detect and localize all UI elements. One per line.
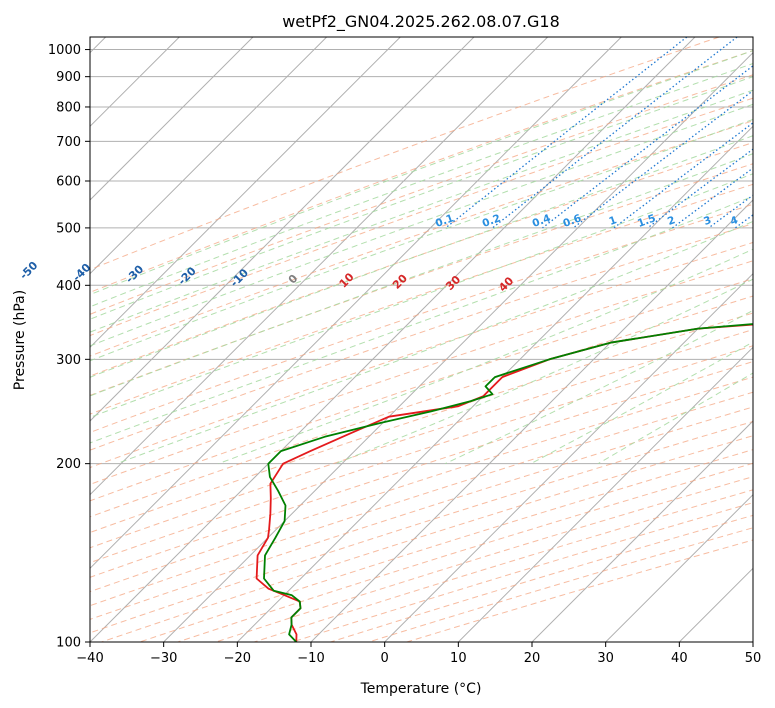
moist-adiabat-line xyxy=(90,63,753,308)
dry-adiabat-line xyxy=(90,74,753,315)
isotherm-line xyxy=(384,272,753,642)
y-axis-label: Pressure (hPa) xyxy=(12,290,28,390)
x-tick-label: −20 xyxy=(224,651,251,666)
isotherm-line xyxy=(90,37,549,496)
y-tick-label: 500 xyxy=(56,221,81,236)
x-tick-label: −30 xyxy=(150,651,177,666)
mixing-ratio-label: 0.2 xyxy=(481,212,503,230)
isotherm-line xyxy=(90,37,401,349)
dry-adiabat-line xyxy=(90,163,753,396)
y-tick-label: 400 xyxy=(56,279,81,294)
y-tick-label: 800 xyxy=(56,100,81,115)
y-tick-label: 300 xyxy=(56,353,81,368)
moist-adiabat-line xyxy=(90,173,753,418)
background-lines xyxy=(90,37,753,642)
isotherm-line xyxy=(236,125,753,642)
x-tick-label: 50 xyxy=(745,651,762,666)
x-axis-label: Temperature (°C) xyxy=(360,681,482,697)
chart-title: wetPf2_GN04.2025.262.08.07.G18 xyxy=(282,12,560,32)
plot-frame xyxy=(89,36,754,643)
y-tick-label: 100 xyxy=(56,636,81,651)
dry-adiabat-line xyxy=(90,391,753,607)
x-tick-label: 40 xyxy=(671,651,688,666)
mixing-ratio-label: 4 xyxy=(729,214,740,228)
y-tick-label: 600 xyxy=(56,174,81,189)
y-tick-label: 1000 xyxy=(48,43,81,58)
mixing-ratio-label: 1 xyxy=(607,214,618,228)
moist-adiabat-line xyxy=(444,309,753,465)
dry-adiabat-line xyxy=(90,278,753,502)
mixing-ratio-line xyxy=(542,65,753,229)
isotherm-line xyxy=(457,346,753,642)
x-tick-label: 20 xyxy=(524,651,541,666)
x-tick-label: 30 xyxy=(597,651,614,666)
y-tick-label: 200 xyxy=(56,457,81,472)
moist-adiabat-line xyxy=(218,248,753,465)
dry-adiabat-line xyxy=(90,329,753,549)
isotherm-line xyxy=(90,37,696,642)
x-axis: −40 −30 −20 −10 0 10 20 30 40 50 xyxy=(76,642,761,666)
x-tick-label: 0 xyxy=(381,651,389,666)
x-tick-label: 10 xyxy=(450,651,467,666)
mixing-ratio-label: 3 xyxy=(702,214,713,228)
moist-adiabat-line xyxy=(90,153,753,397)
mixing-ratio-label: 0.4 xyxy=(531,212,553,230)
y-tick-label: 900 xyxy=(56,70,81,85)
mixing-ratio-label: 1.5 xyxy=(636,212,658,230)
x-tick-label: −10 xyxy=(297,651,324,666)
isotherm-line xyxy=(90,37,622,570)
isotherm-line xyxy=(605,493,753,642)
mixing-ratio-line xyxy=(672,167,753,229)
dry-adiabat-line xyxy=(90,223,753,451)
moist-adiabat-line xyxy=(90,118,753,362)
isotherm-line xyxy=(531,420,753,642)
mixing-ratio-label: 0.6 xyxy=(561,212,583,230)
dry-adiabat-line xyxy=(90,120,753,357)
y-tick-label: 700 xyxy=(56,135,81,150)
moist-adiabat-line xyxy=(335,278,753,465)
dry-adiabat-line xyxy=(90,183,753,415)
mixing-ratio-line xyxy=(572,89,753,229)
mixing-ratio-line xyxy=(492,37,738,229)
mixing-ratio-lines xyxy=(445,37,753,229)
profile-lines xyxy=(255,323,753,642)
mixing-ratio-label: 2 xyxy=(666,214,677,228)
isotherm-line xyxy=(90,37,254,201)
dry-adiabat-line xyxy=(90,50,753,293)
dry-adiabat-line xyxy=(90,142,753,377)
moist-adiabat-line xyxy=(90,50,753,296)
isotherm-line xyxy=(90,37,328,275)
moist-adiabat-line xyxy=(90,89,753,333)
isotherm-line xyxy=(90,37,475,422)
dry-adiabat-line xyxy=(90,97,753,337)
mixing-ratio-label: 0.1 xyxy=(434,212,456,230)
y-axis: 100 200 300 400 500 600 700 800 900 1000 xyxy=(48,43,90,651)
isotherm-line xyxy=(163,51,753,642)
dry-adiabat-line xyxy=(90,260,753,485)
moist-adiabat-line xyxy=(90,195,753,444)
isotherm-line xyxy=(310,199,753,642)
dry-adiabat-line xyxy=(90,361,753,578)
profile-series-1 xyxy=(263,323,753,642)
moist-adiabat-line xyxy=(90,76,753,320)
x-tick-label: −40 xyxy=(76,651,103,666)
moist-adiabat-line xyxy=(90,135,753,378)
